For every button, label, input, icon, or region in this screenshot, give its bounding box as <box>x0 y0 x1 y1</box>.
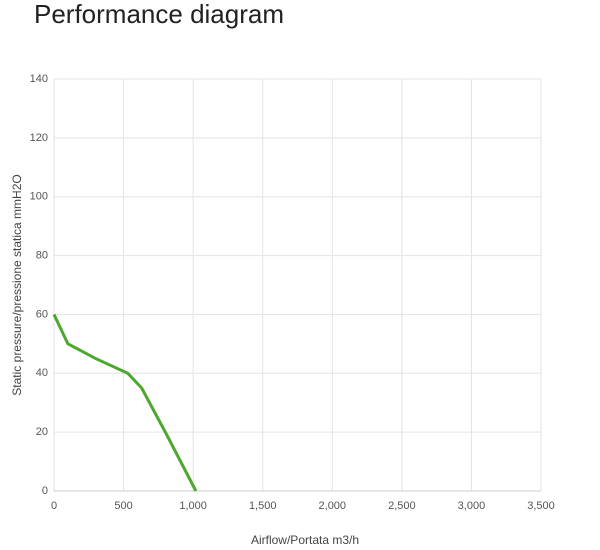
chart-title: Performance diagram <box>34 0 284 29</box>
x-axis-label: Airflow/Portata m3/h <box>251 533 359 547</box>
y-tick-label: 100 <box>30 191 48 203</box>
y-tick-label: 20 <box>36 426 48 438</box>
y-tick-label: 140 <box>30 73 48 85</box>
y-tick-label: 80 <box>36 249 48 261</box>
y-axis-label: Static pressure/pressione statica mmH2O <box>10 174 24 395</box>
x-tick-label: 500 <box>114 500 132 512</box>
x-tick-label: 2,500 <box>388 500 416 512</box>
x-tick-label: 3,500 <box>527 500 555 512</box>
x-tick-label: 3,000 <box>458 500 486 512</box>
x-tick-label: 2,000 <box>319 500 347 512</box>
y-tick-label: 60 <box>36 308 48 320</box>
series-line <box>52 313 198 492</box>
x-tick-label: 0 <box>51 500 57 512</box>
y-tick-label: 40 <box>36 367 48 379</box>
x-tick-label: 1,500 <box>249 500 277 512</box>
y-tick-label: 0 <box>42 485 48 497</box>
x-tick-label: 1,000 <box>179 500 207 512</box>
y-tick-label: 120 <box>30 132 48 144</box>
